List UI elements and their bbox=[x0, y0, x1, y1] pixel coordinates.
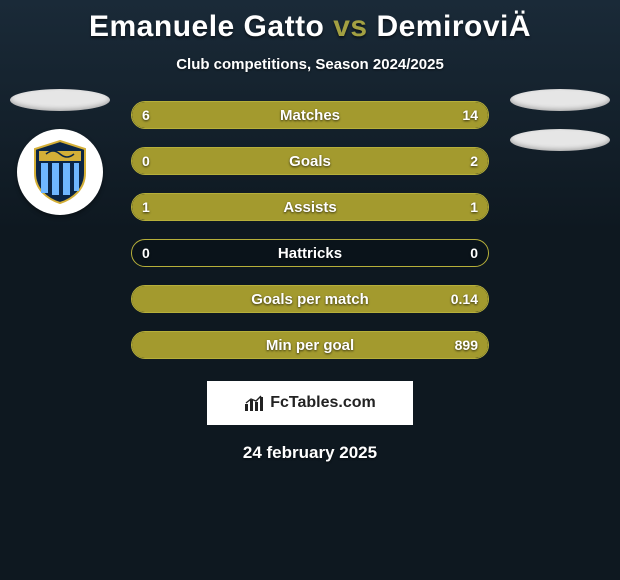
stat-row: 11Assists bbox=[131, 193, 489, 221]
shield-icon bbox=[31, 139, 89, 205]
stat-label: Goals bbox=[132, 148, 488, 174]
stat-row: 899Min per goal bbox=[131, 331, 489, 359]
player1-name: Emanuele Gatto bbox=[89, 10, 324, 43]
stat-label: Matches bbox=[132, 102, 488, 128]
left-team-column bbox=[10, 89, 110, 215]
left-oval-placeholder bbox=[10, 89, 110, 111]
stat-row: 02Goals bbox=[131, 147, 489, 175]
right-oval-placeholder-2 bbox=[510, 129, 610, 151]
stat-row: 614Matches bbox=[131, 101, 489, 129]
chart-icon bbox=[244, 394, 264, 412]
page-title: Emanuele Gatto vs DemiroviÄ bbox=[0, 0, 620, 44]
right-oval-placeholder-1 bbox=[510, 89, 610, 111]
source-label: FcTables.com bbox=[270, 394, 376, 412]
stat-bars: 614Matches 02Goals 11Assists 00Hattricks 0.1… bbox=[131, 101, 489, 359]
stat-row: 0.14Goals per match bbox=[131, 285, 489, 313]
source-box: FcTables.com bbox=[207, 381, 413, 425]
left-team-badge bbox=[17, 129, 103, 215]
comparison-panel: 614Matches 02Goals 11Assists 00Hattricks 0.1… bbox=[0, 101, 620, 359]
vs-label: vs bbox=[333, 10, 367, 43]
stat-label: Goals per match bbox=[132, 286, 488, 312]
stat-label: Hattricks bbox=[132, 240, 488, 266]
subtitle: Club competitions, Season 2024/2025 bbox=[0, 56, 620, 73]
player2-name: DemiroviÄ bbox=[376, 10, 531, 43]
right-team-column bbox=[510, 89, 610, 151]
stat-label: Min per goal bbox=[132, 332, 488, 358]
stat-label: Assists bbox=[132, 194, 488, 220]
footer-date: 24 february 2025 bbox=[0, 443, 620, 463]
stat-row: 00Hattricks bbox=[131, 239, 489, 267]
